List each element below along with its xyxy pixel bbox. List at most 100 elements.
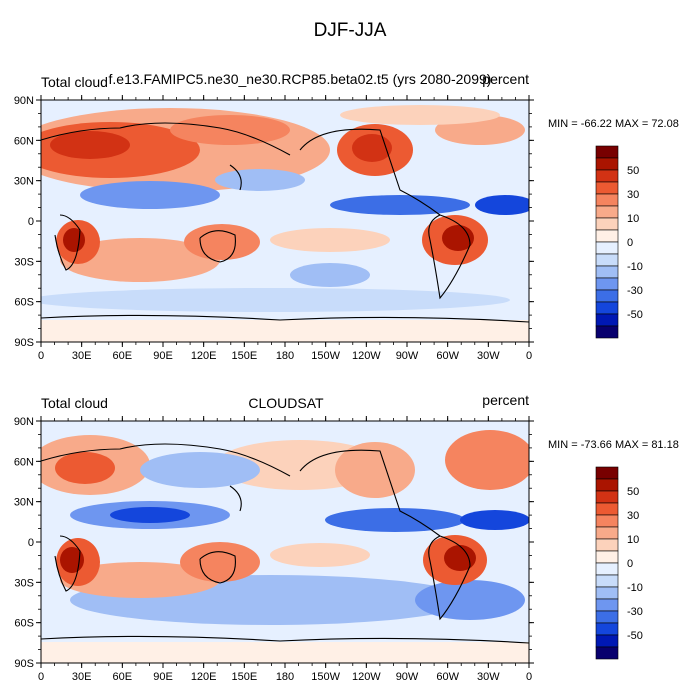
lat-tick-label: 0 xyxy=(28,216,34,228)
lon-tick-label: 180 xyxy=(276,350,294,362)
lon-tick-label: 0 xyxy=(526,671,532,683)
colorbar-label: -50 xyxy=(627,630,643,642)
lon-tick-label: 150W xyxy=(311,671,340,683)
lon-tick-label: 90W xyxy=(396,671,419,683)
panel-units-label: percent xyxy=(482,392,529,408)
lon-tick-label: 90E xyxy=(153,671,173,683)
panel-axes: 90N 60N 30N 0 30S 60S 90S 0 30E 60E 90E 120E 150E 180… xyxy=(14,95,643,362)
colorbar-swatch xyxy=(595,169,619,183)
colorbar-label: -10 xyxy=(627,261,643,273)
colorbar-swatch xyxy=(595,289,619,303)
contour-field xyxy=(41,421,529,663)
colorbar-swatch xyxy=(595,265,619,279)
lon-tick-label: 150E xyxy=(231,671,257,683)
colorbar-label: -30 xyxy=(627,606,643,618)
colorbar-label: -30 xyxy=(627,285,643,297)
colorbar-swatch xyxy=(595,181,619,195)
panel-stats: MIN = -66.22 MAX = 72.08 xyxy=(548,118,679,130)
lat-tick-label: 60S xyxy=(14,618,34,630)
colorbar-label: -10 xyxy=(627,582,643,594)
lon-tick-label: 90E xyxy=(153,350,173,362)
panel-model: Total cloud f.e13.FAMIPC5.ne30_ne30.RCP8… xyxy=(40,71,679,343)
lat-tick-label: 90N xyxy=(14,416,34,428)
colorbar-swatch xyxy=(595,193,619,207)
colorbar-swatch xyxy=(595,241,619,255)
lon-tick-label: 30W xyxy=(477,350,500,362)
panel-left-label: Total cloud xyxy=(41,395,108,411)
colorbar-label: 0 xyxy=(627,558,633,570)
colorbar-swatch xyxy=(595,574,619,588)
colorbar-swatch xyxy=(595,538,619,552)
colorbar-swatch xyxy=(595,217,619,231)
colorbar-swatch xyxy=(595,514,619,528)
panel-center-label: CLOUDSAT xyxy=(248,395,324,411)
lat-tick-label: 90S xyxy=(14,337,34,349)
colorbar-swatch xyxy=(595,157,619,171)
colorbar-label: 30 xyxy=(627,189,639,201)
colorbar-swatch xyxy=(595,646,619,660)
lon-tick-label: 150W xyxy=(311,350,340,362)
lon-tick-label: 60E xyxy=(113,671,133,683)
lon-tick-label: 60W xyxy=(436,350,459,362)
lat-tick-label: 60N xyxy=(14,456,34,468)
colorbar-swatch xyxy=(595,277,619,291)
colorbar-swatch xyxy=(595,586,619,600)
lon-tick-label: 30W xyxy=(477,671,500,683)
colorbar-swatch xyxy=(595,526,619,540)
colorbar-swatch xyxy=(595,253,619,267)
colorbar: 50 30 10 0 -10 -30 -50 xyxy=(595,145,643,339)
lon-tick-label: 60E xyxy=(113,350,133,362)
lon-tick-label: 180 xyxy=(276,671,294,683)
lat-tick-label: 30S xyxy=(14,577,34,589)
panel-observed: Total cloud CLOUDSAT percent MIN = -73.6… xyxy=(40,392,679,664)
panel-units-label: percent xyxy=(482,71,529,87)
lon-tick-label: 120E xyxy=(191,350,217,362)
lat-tick-label: 30N xyxy=(14,176,34,188)
panel-stats: MIN = -73.66 MAX = 81.18 xyxy=(548,439,679,451)
colorbar-swatch xyxy=(595,301,619,315)
lon-tick-label: 30E xyxy=(72,671,92,683)
panel-axes: 90N 60N 30N 0 30S 60S 90S 0 30E 60E 90E 120E 150E 180… xyxy=(14,416,643,683)
colorbar-swatch xyxy=(595,478,619,492)
lat-tick-label: 90N xyxy=(14,95,34,107)
colorbar-label: 50 xyxy=(627,165,639,177)
colorbar-label: 30 xyxy=(627,510,639,522)
colorbar-label: 10 xyxy=(627,534,639,546)
lat-tick-label: 60S xyxy=(14,297,34,309)
colorbar-swatch xyxy=(595,562,619,576)
panel-left-label: Total cloud xyxy=(41,74,108,90)
colorbar-label: 50 xyxy=(627,486,639,498)
panel-center-label: f.e13.FAMIPC5.ne30_ne30.RCP85.beta02.t5 … xyxy=(109,71,492,87)
lon-tick-label: 120W xyxy=(352,671,381,683)
colorbar-label: 0 xyxy=(627,237,633,249)
colorbar-swatch xyxy=(595,325,619,339)
colorbar-swatch xyxy=(595,229,619,243)
lon-tick-label: 0 xyxy=(38,671,44,683)
coastlines xyxy=(40,122,530,323)
lat-tick-label: 30S xyxy=(14,256,34,268)
colorbar: 50 30 10 0 -10 -30 -50 xyxy=(595,466,643,660)
lon-tick-label: 0 xyxy=(526,350,532,362)
colorbar-label: -50 xyxy=(627,309,643,321)
lat-tick-label: 0 xyxy=(28,537,34,549)
lon-tick-label: 0 xyxy=(38,350,44,362)
colorbar-swatch xyxy=(595,550,619,564)
lon-tick-label: 120E xyxy=(191,671,217,683)
contour-field xyxy=(41,100,529,342)
lon-tick-label: 90W xyxy=(396,350,419,362)
colorbar-label: 10 xyxy=(627,213,639,225)
lat-tick-label: 30N xyxy=(14,497,34,509)
lon-tick-label: 60W xyxy=(436,671,459,683)
colorbar-swatch xyxy=(595,313,619,327)
coastlines xyxy=(40,443,530,644)
colorbar-swatch xyxy=(595,145,619,159)
figure-title: DJF-JJA xyxy=(313,20,387,41)
lat-tick-label: 60N xyxy=(14,135,34,147)
lon-tick-label: 120W xyxy=(352,350,381,362)
colorbar-swatch xyxy=(595,634,619,648)
colorbar-swatch xyxy=(595,205,619,219)
colorbar-swatch xyxy=(595,598,619,612)
lat-tick-label: 90S xyxy=(14,658,34,670)
colorbar-swatch xyxy=(595,502,619,516)
colorbar-swatch xyxy=(595,490,619,504)
